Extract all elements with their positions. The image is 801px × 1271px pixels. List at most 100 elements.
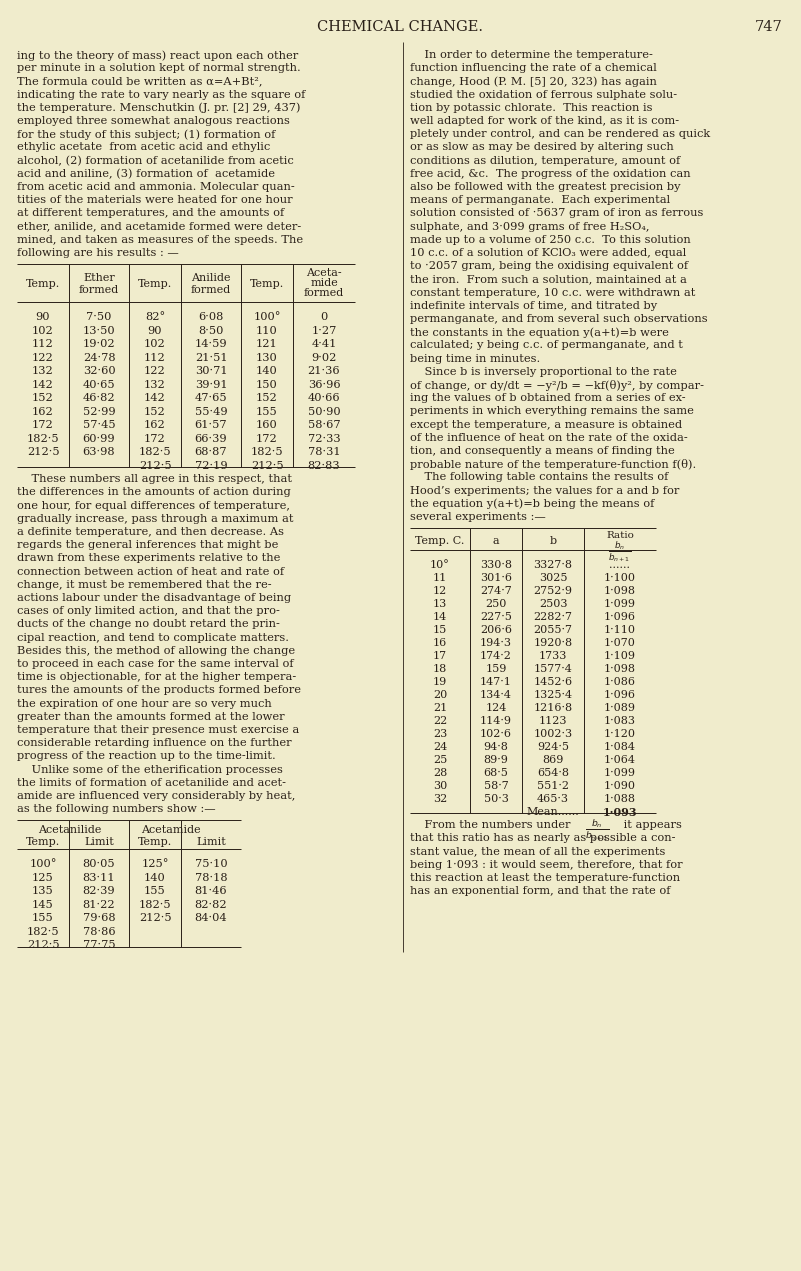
Text: 1·110: 1·110 — [604, 625, 636, 636]
Text: connection between action of heat and rate of: connection between action of heat and ra… — [17, 567, 284, 577]
Text: 174·2: 174·2 — [480, 651, 512, 661]
Text: 152: 152 — [32, 393, 54, 403]
Text: of change, or dy/dt = −y²/b = −kf(θ)y², by compar-: of change, or dy/dt = −y²/b = −kf(θ)y², … — [410, 380, 704, 391]
Text: following are his results : —: following are his results : — — [17, 248, 179, 258]
Text: 1·098: 1·098 — [604, 665, 636, 674]
Text: Temp.: Temp. — [138, 280, 172, 290]
Text: 2503: 2503 — [539, 599, 567, 609]
Text: periments in which everything remains the same: periments in which everything remains th… — [410, 407, 694, 417]
Text: $\frac{b_n}{b_{n+1}}$: $\frac{b_n}{b_{n+1}}$ — [609, 539, 631, 564]
Text: CHEMICAL CHANGE.: CHEMICAL CHANGE. — [317, 20, 483, 34]
Text: 7·50: 7·50 — [87, 313, 111, 323]
Text: 30: 30 — [433, 782, 447, 792]
Text: Limit: Limit — [196, 838, 226, 848]
Text: 32·60: 32·60 — [83, 366, 115, 376]
Text: 140: 140 — [256, 366, 278, 376]
Text: 11: 11 — [433, 573, 447, 583]
Text: 22: 22 — [433, 716, 447, 726]
Text: 40·65: 40·65 — [83, 380, 115, 390]
Text: 1452·6: 1452·6 — [533, 677, 573, 688]
Text: 121: 121 — [256, 339, 278, 350]
Text: 36·96: 36·96 — [308, 380, 340, 390]
Text: 212·5: 212·5 — [26, 447, 59, 458]
Text: 60·99: 60·99 — [83, 433, 115, 444]
Text: temperature that their presence must exercise a: temperature that their presence must exe… — [17, 724, 300, 735]
Text: 182·5: 182·5 — [251, 447, 284, 458]
Text: 52·99: 52·99 — [83, 407, 115, 417]
Text: 132: 132 — [144, 380, 166, 390]
Text: 1·093: 1·093 — [602, 807, 638, 819]
Text: 21·36: 21·36 — [308, 366, 340, 376]
Text: 28: 28 — [433, 768, 447, 778]
Text: 68·5: 68·5 — [484, 768, 509, 778]
Text: 82·39: 82·39 — [83, 886, 115, 896]
Text: 1·096: 1·096 — [604, 690, 636, 700]
Text: amide are influenced very considerably by heat,: amide are influenced very considerably b… — [17, 791, 296, 801]
Text: greater than the amounts formed at the lower: greater than the amounts formed at the l… — [17, 712, 284, 722]
Text: 301·6: 301·6 — [480, 573, 512, 583]
Text: 15: 15 — [433, 625, 447, 636]
Text: 81·22: 81·22 — [83, 900, 115, 910]
Text: 122: 122 — [144, 366, 166, 376]
Text: 94·8: 94·8 — [484, 742, 509, 752]
Text: 122: 122 — [32, 352, 54, 362]
Text: 78·31: 78·31 — [308, 447, 340, 458]
Text: Acetamide: Acetamide — [141, 825, 201, 835]
Text: means of permanganate.  Each experimental: means of permanganate. Each experimental — [410, 196, 670, 205]
Text: 924·5: 924·5 — [537, 742, 569, 752]
Text: acid and aniline, (3) formation of  acetamide: acid and aniline, (3) formation of aceta… — [17, 169, 275, 179]
Text: 172: 172 — [32, 421, 54, 430]
Text: a definite temperature, and then decrease. As: a definite temperature, and then decreas… — [17, 527, 284, 538]
Text: 58·67: 58·67 — [308, 421, 340, 430]
Text: The following table contains the results of: The following table contains the results… — [410, 473, 668, 483]
Text: 172: 172 — [144, 433, 166, 444]
Text: 82°: 82° — [145, 313, 165, 323]
Text: 75·10: 75·10 — [195, 859, 227, 869]
Text: 13: 13 — [433, 599, 447, 609]
Text: studied the oxidation of ferrous sulphate solu-: studied the oxidation of ferrous sulphat… — [410, 89, 677, 99]
Text: 160: 160 — [256, 421, 278, 430]
Text: 250: 250 — [485, 599, 507, 609]
Text: as the following numbers show :—: as the following numbers show :— — [17, 805, 215, 815]
Text: 80·05: 80·05 — [83, 859, 115, 869]
Text: the limits of formation of acetanilide and acet-: the limits of formation of acetanilide a… — [17, 778, 286, 788]
Text: Limit: Limit — [84, 838, 114, 848]
Text: 1002·3: 1002·3 — [533, 730, 573, 740]
Text: b: b — [549, 536, 557, 547]
Text: 130: 130 — [256, 352, 278, 362]
Text: well adapted for work of the kind, as it is com-: well adapted for work of the kind, as it… — [410, 116, 679, 126]
Text: 90: 90 — [36, 313, 50, 323]
Text: 212·5: 212·5 — [26, 941, 59, 951]
Text: 83·11: 83·11 — [83, 873, 115, 883]
Text: indefinite intervals of time, and titrated by: indefinite intervals of time, and titrat… — [410, 301, 657, 311]
Text: per minute in a solution kept of normal strength.: per minute in a solution kept of normal … — [17, 64, 300, 74]
Text: 212·5: 212·5 — [251, 460, 284, 470]
Text: 147·1: 147·1 — [480, 677, 512, 688]
Text: 1·099: 1·099 — [604, 768, 636, 778]
Text: several experiments :—: several experiments :— — [410, 512, 545, 522]
Text: 1·086: 1·086 — [604, 677, 636, 688]
Text: being time in minutes.: being time in minutes. — [410, 353, 540, 364]
Text: permanganate, and from several such observations: permanganate, and from several such obse… — [410, 314, 707, 324]
Text: Temp. C.: Temp. C. — [415, 536, 465, 547]
Text: of the influence of heat on the rate of the oxida-: of the influence of heat on the rate of … — [410, 433, 688, 442]
Text: constant temperature, 10 c.c. were withdrawn at: constant temperature, 10 c.c. were withd… — [410, 287, 695, 297]
Text: 1·100: 1·100 — [604, 573, 636, 583]
Text: 23: 23 — [433, 730, 447, 740]
Text: 102·6: 102·6 — [480, 730, 512, 740]
Text: From the numbers under: From the numbers under — [410, 820, 570, 830]
Text: ing the values of b obtained from a series of ex-: ing the values of b obtained from a seri… — [410, 393, 686, 403]
Text: a: a — [493, 536, 499, 547]
Text: 112: 112 — [32, 339, 54, 350]
Text: 68·87: 68·87 — [195, 447, 227, 458]
Text: 135: 135 — [32, 886, 54, 896]
Text: 1733: 1733 — [539, 651, 567, 661]
Text: conditions as dilution, temperature, amount of: conditions as dilution, temperature, amo… — [410, 155, 680, 165]
Text: 21: 21 — [433, 703, 447, 713]
Text: 465·3: 465·3 — [537, 794, 569, 805]
Text: actions labour under the disadvantage of being: actions labour under the disadvantage of… — [17, 594, 291, 602]
Text: 152: 152 — [256, 393, 278, 403]
Text: regards the general inferences that might be: regards the general inferences that migh… — [17, 540, 279, 550]
Text: 18: 18 — [433, 665, 447, 674]
Text: ing to the theory of mass) react upon each other: ing to the theory of mass) react upon ea… — [17, 50, 298, 61]
